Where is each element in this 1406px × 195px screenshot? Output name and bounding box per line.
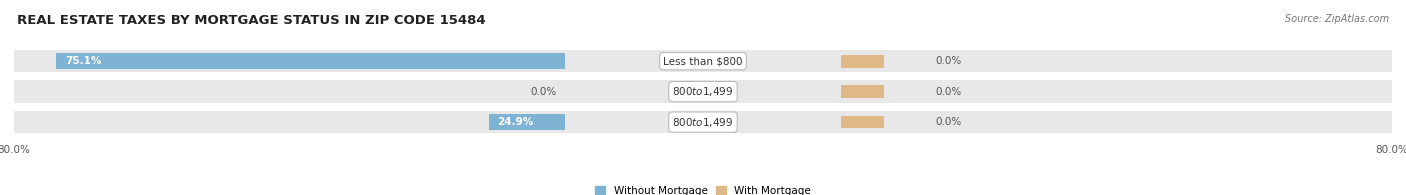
- Bar: [841, 116, 884, 129]
- Text: 0.0%: 0.0%: [935, 56, 962, 66]
- Text: 0.0%: 0.0%: [935, 87, 962, 97]
- Text: REAL ESTATE TAXES BY MORTGAGE STATUS IN ZIP CODE 15484: REAL ESTATE TAXES BY MORTGAGE STATUS IN …: [17, 14, 485, 27]
- Bar: [56, 53, 565, 69]
- Text: 0.0%: 0.0%: [530, 87, 557, 97]
- Text: 0.0%: 0.0%: [935, 117, 962, 127]
- Bar: [14, 111, 1392, 133]
- Text: 24.9%: 24.9%: [498, 117, 533, 127]
- Text: Source: ZipAtlas.com: Source: ZipAtlas.com: [1285, 14, 1389, 24]
- Text: 75.1%: 75.1%: [65, 56, 101, 66]
- Bar: [14, 80, 1392, 103]
- Legend: Without Mortgage, With Mortgage: Without Mortgage, With Mortgage: [595, 186, 811, 195]
- Text: Less than $800: Less than $800: [664, 56, 742, 66]
- Text: $800 to $1,499: $800 to $1,499: [672, 116, 734, 129]
- Bar: [841, 55, 884, 67]
- Bar: [841, 85, 884, 98]
- Bar: [488, 114, 565, 130]
- Bar: [14, 50, 1392, 73]
- Text: $800 to $1,499: $800 to $1,499: [672, 85, 734, 98]
